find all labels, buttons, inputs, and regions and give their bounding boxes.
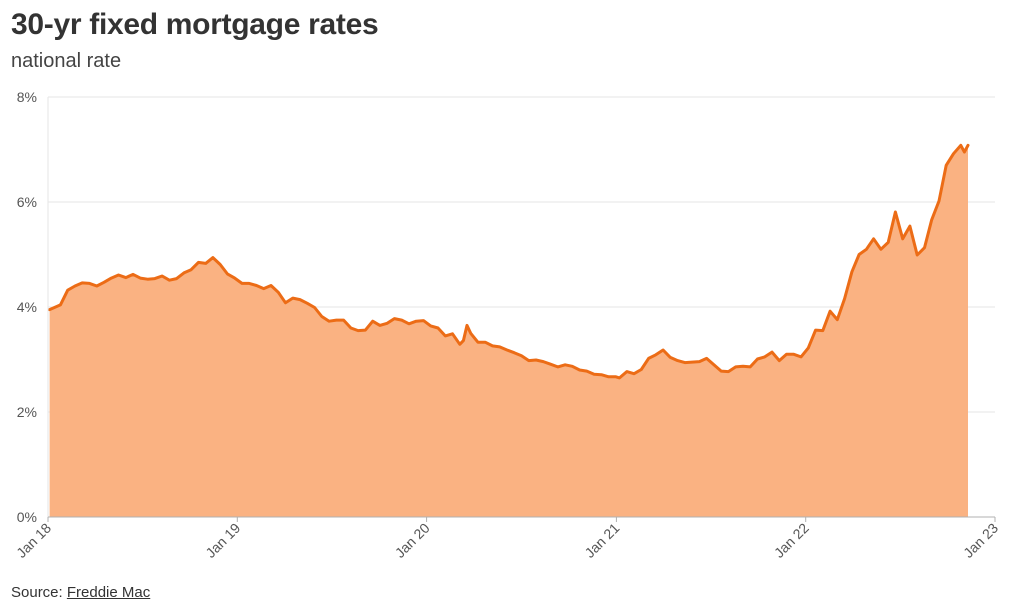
x-tick-label: Jan 19 — [202, 520, 243, 561]
x-tick-label: Jan 21 — [581, 520, 622, 561]
x-tick-label: Jan 22 — [771, 520, 812, 561]
x-tick-label: Jan 23 — [960, 520, 1001, 561]
source-label: Source: — [11, 584, 63, 601]
line-layer — [48, 143, 970, 380]
chart-title: 30-yr fixed mortgage rates — [11, 8, 379, 41]
x-axis: Jan 18 Jan 19 Jan 20 Jan 21 Jan 22 Jan 23 — [13, 516, 1001, 561]
x-tick-label: Jan 18 — [13, 520, 54, 561]
y-axis: 0% 2% 4% 6% 8% — [17, 89, 49, 525]
rate-line — [48, 143, 970, 380]
chart-subtitle: national rate — [11, 50, 122, 72]
y-tick-label: 6% — [17, 194, 37, 210]
area-layer — [49, 145, 969, 518]
source-link[interactable]: Freddie Mac — [66, 584, 151, 601]
x-tick-label: Jan 20 — [392, 520, 433, 561]
y-tick-label: 0% — [17, 509, 37, 525]
y-tick-label: 4% — [17, 299, 37, 315]
rate-area — [49, 145, 969, 518]
y-tick-label: 8% — [17, 89, 37, 105]
y-tick-label: 2% — [17, 404, 37, 420]
source-note: Source: Freddie Mac — [11, 584, 150, 601]
